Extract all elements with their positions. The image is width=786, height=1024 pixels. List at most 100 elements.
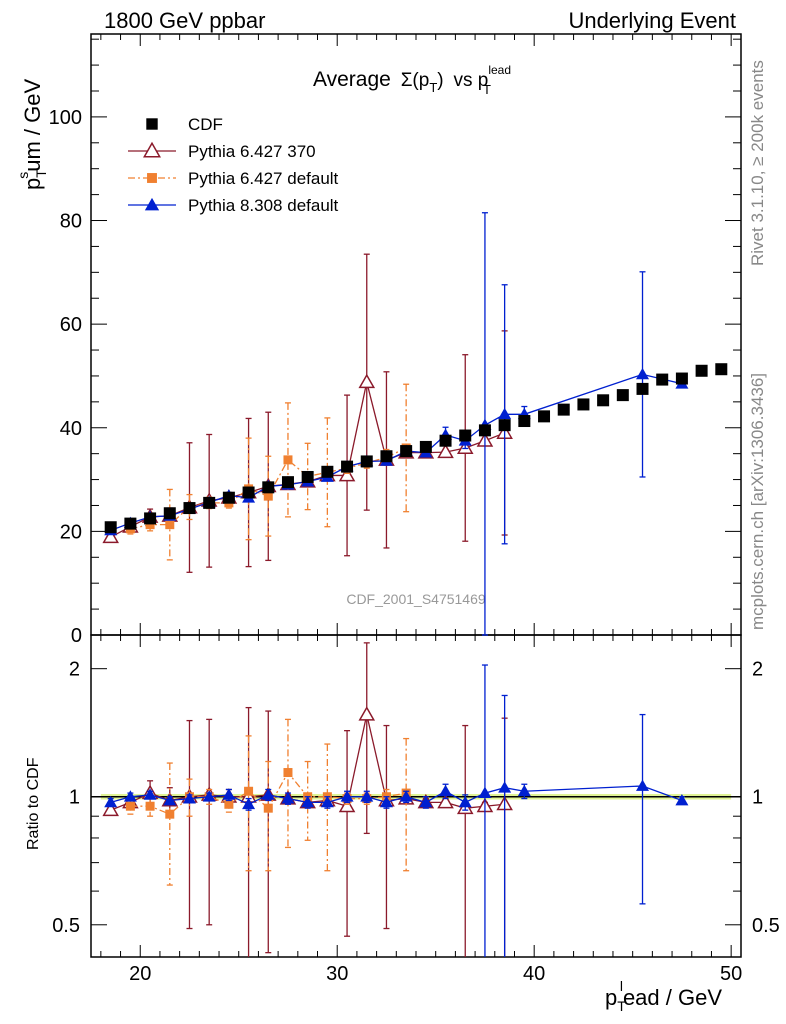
ratio-point-pythia-8-308-default <box>517 784 531 797</box>
data-point-pythia-6-427-370 <box>102 528 119 544</box>
data-point-cdf <box>124 517 137 530</box>
y-tick-label-top: 100 <box>49 107 82 129</box>
ratio-point-pythia-8-308-default <box>379 795 393 808</box>
data-point-cdf <box>636 382 649 395</box>
ratio-line-pythia-6-427-default <box>130 771 407 815</box>
data-point-cdf <box>341 460 354 473</box>
x-axis-label: pTlead / GeV <box>605 978 722 1014</box>
ratio-point-pythia-8-308-default <box>498 781 512 793</box>
header-left-label: 1800 GeV ppbar <box>104 8 266 33</box>
data-point-cdf <box>538 410 551 423</box>
data-point-cdf <box>459 429 472 442</box>
data-point-cdf <box>163 507 176 520</box>
data-point-cdf <box>695 364 708 377</box>
data-point-pythia-6-427-370 <box>338 466 356 482</box>
data-point-cdf <box>360 455 373 468</box>
y-tick-label-top: 60 <box>60 314 82 336</box>
ratio-point-pythia-6-427-default <box>165 809 175 819</box>
data-point-cdf <box>557 403 570 416</box>
ratio-point-pythia-8-308-default <box>261 788 275 800</box>
y-axis-label-top: pTsum / GeV <box>15 79 49 190</box>
ratio-point-pythia-8-308-default <box>399 790 413 802</box>
ratio-point-pythia-8-308-default <box>123 790 137 802</box>
legend-marker-pythia-6-427-370 <box>143 141 161 158</box>
x-tick-label: 20 <box>129 963 151 985</box>
ratio-tick-label-right: 0.5 <box>752 915 780 937</box>
y-tick-label-top: 0 <box>71 625 82 647</box>
ratio-point-pythia-6-427-default <box>283 768 293 778</box>
ratio-point-pythia-6-427-default <box>244 786 254 796</box>
data-point-cdf <box>380 450 393 463</box>
data-point-cdf <box>656 373 669 386</box>
x-tick-label: 50 <box>720 963 742 985</box>
ratio-point-pythia-6-427-370 <box>338 797 356 813</box>
y-axis-label-ratio: Ratio to CDF <box>25 757 42 850</box>
data-point-cdf <box>518 415 531 428</box>
ratio-point-pythia-8-308-default <box>419 795 433 808</box>
data-point-cdf <box>439 434 452 447</box>
ratio-point-pythia-8-308-default <box>360 790 374 802</box>
ratio-point-pythia-6-427-default <box>125 801 135 811</box>
ratio-point-pythia-8-308-default <box>675 793 689 806</box>
data-point-cdf <box>715 363 728 376</box>
legend-marker-pythia-8-308-default <box>144 197 160 211</box>
ratio-point-pythia-6-427-370 <box>358 706 376 721</box>
data-point-cdf <box>675 372 688 385</box>
data-point-cdf <box>203 496 216 509</box>
ratio-point-pythia-8-308-default <box>182 792 196 804</box>
ratio-point-pythia-8-308-default <box>340 790 354 802</box>
data-point-cdf <box>498 419 511 432</box>
ratio-point-pythia-8-308-default <box>281 792 295 804</box>
ratio-point-pythia-8-308-default <box>143 788 157 800</box>
ratio-point-pythia-8-308-default <box>242 797 256 810</box>
ratio-point-pythia-8-308-default <box>222 788 236 800</box>
data-point-cdf <box>301 470 314 483</box>
y-tick-label-top: 80 <box>60 211 82 233</box>
ratio-tick-label: 2 <box>69 659 80 681</box>
data-point-pythia-6-427-370 <box>437 443 454 459</box>
ratio-point-pythia-6-427-default <box>224 799 234 809</box>
data-point-cdf <box>104 521 117 534</box>
legend-marker-pythia-6-427-default <box>147 173 157 183</box>
data-point-cdf <box>419 440 432 453</box>
ratio-point-pythia-8-308-default <box>104 795 118 808</box>
data-point-cdf <box>616 389 629 402</box>
data-point-cdf <box>321 465 334 478</box>
x-tick-label: 40 <box>523 963 545 985</box>
data-point-cdf <box>400 445 413 458</box>
data-point-cdf <box>262 481 275 494</box>
data-point-cdf <box>281 476 294 489</box>
data-point-cdf <box>222 491 235 504</box>
ratio-tick-label: 1 <box>69 787 80 809</box>
ratio-point-pythia-6-427-370 <box>437 793 454 809</box>
ratio-point-pythia-6-427-default <box>263 803 273 813</box>
ratio-point-pythia-8-308-default <box>478 786 492 798</box>
data-point-cdf <box>242 486 255 499</box>
data-point-cdf <box>577 398 590 411</box>
legend-marker-cdf <box>146 118 158 130</box>
data-point-cdf <box>144 512 157 525</box>
y-tick-label-top: 40 <box>60 418 82 440</box>
legend-label-pythia-8-308-default: Pythia 8.308 default <box>188 196 339 215</box>
data-point-pythia-6-427-default <box>283 455 293 465</box>
data-point-pythia-6-427-default <box>165 520 175 530</box>
ratio-point-pythia-8-308-default <box>636 779 650 791</box>
data-point-pythia-6-427-default <box>145 520 155 530</box>
x-tick-label: 30 <box>326 963 348 985</box>
analysis-id-label: CDF_2001_S4751469 <box>346 591 486 607</box>
data-point-cdf <box>478 424 491 437</box>
ratio-point-pythia-8-308-default <box>439 784 453 797</box>
data-point-pythia-8-308-default <box>498 407 512 420</box>
data-point-cdf <box>597 394 610 407</box>
data-point-cdf <box>183 502 196 515</box>
ratio-point-pythia-8-308-default <box>163 793 177 806</box>
ratio-tick-label: 0.5 <box>52 915 80 937</box>
ratio-tick-label-right: 1 <box>752 787 763 809</box>
header-right-label: Underlying Event <box>568 8 736 33</box>
data-point-pythia-8-308-default <box>636 367 650 380</box>
ratio-point-pythia-6-427-370 <box>102 801 119 817</box>
ratio-point-pythia-6-427-default <box>145 801 155 811</box>
data-point-pythia-6-427-default <box>263 491 273 501</box>
ratio-tick-label-right: 2 <box>752 659 763 681</box>
